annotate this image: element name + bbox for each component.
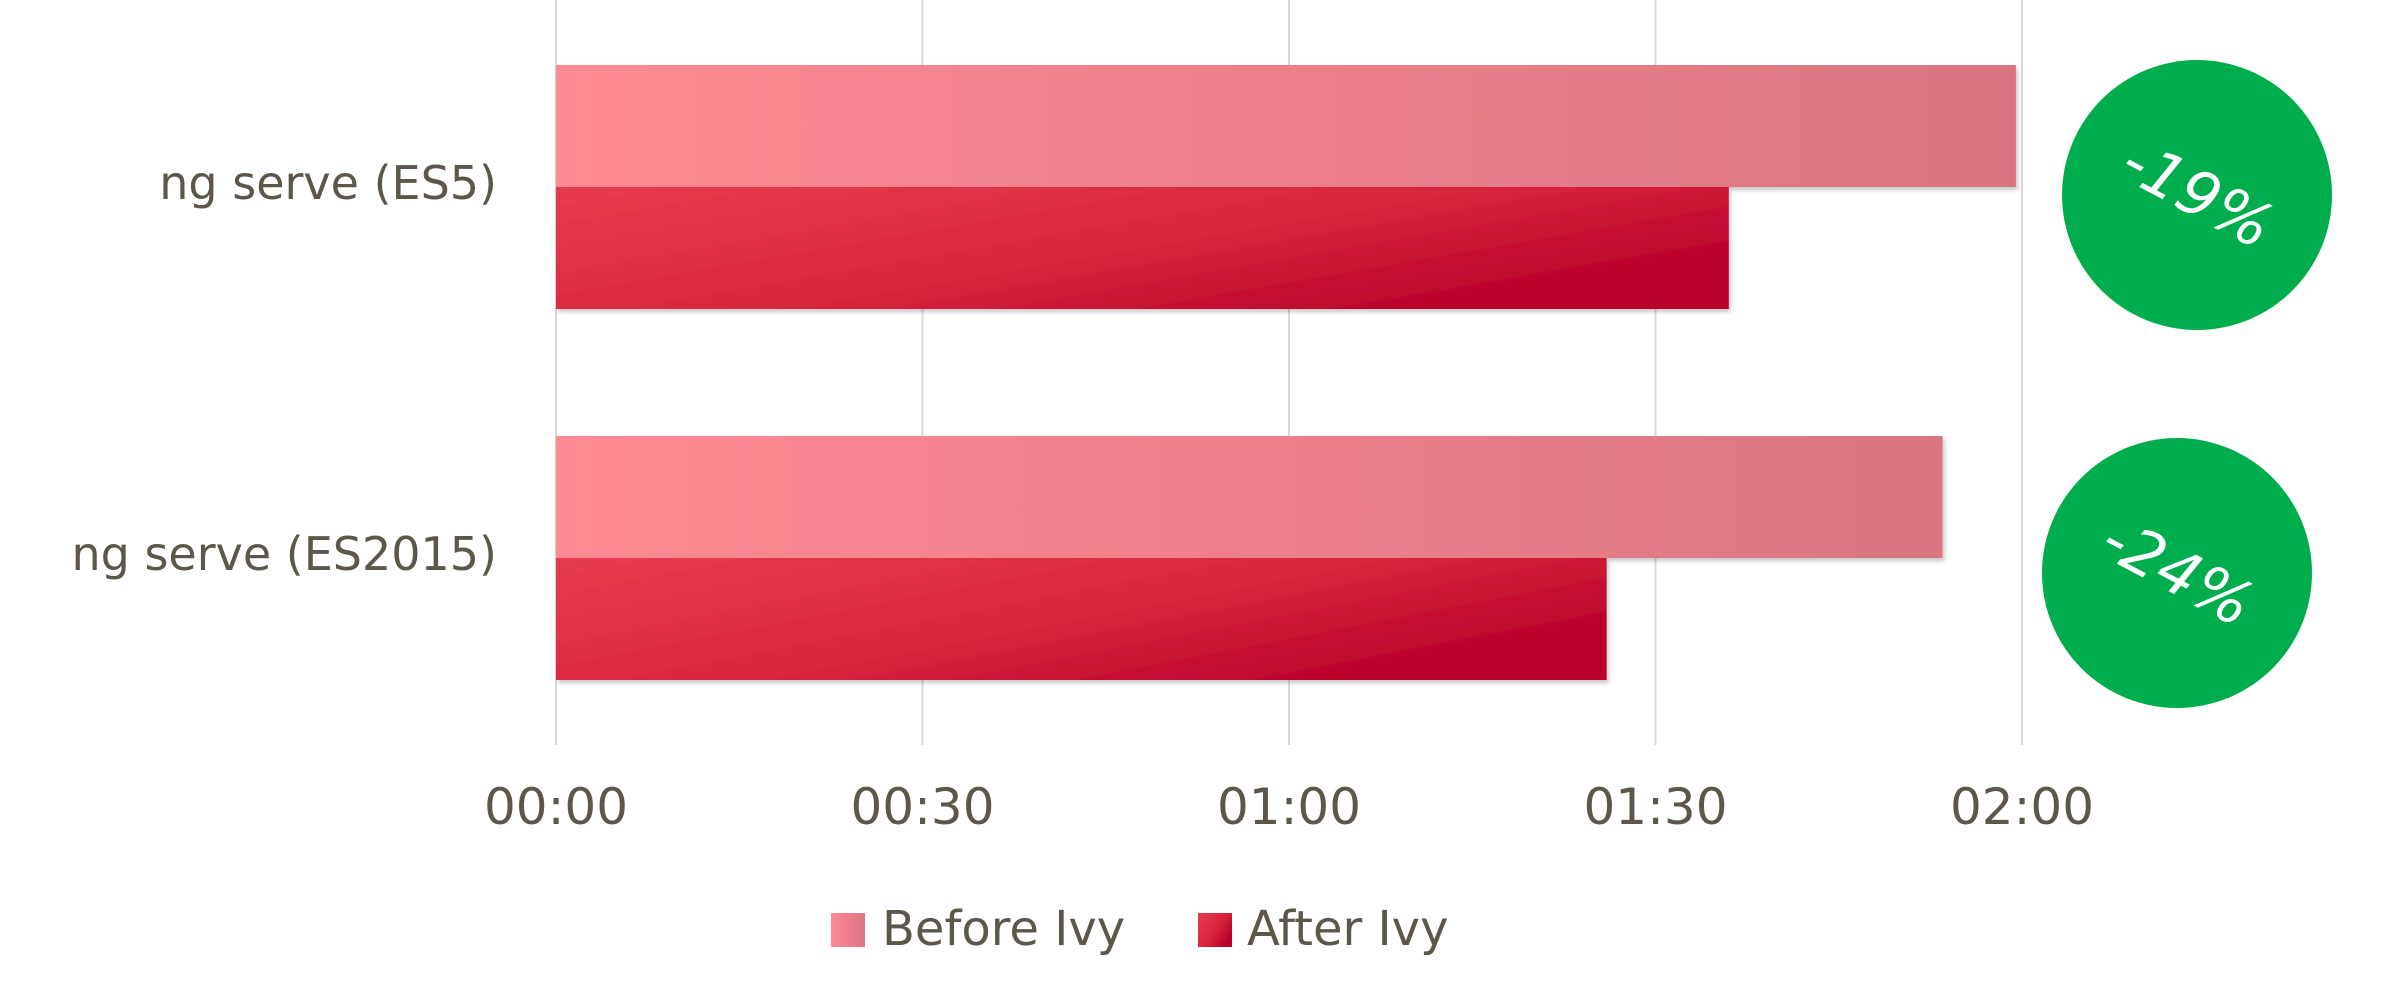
x-tick-label: 00:00 <box>484 778 628 836</box>
category-labels: ng serve (ES5) ng serve (ES2015) <box>71 156 497 581</box>
bar-before-ivy <box>556 65 2016 187</box>
legend-label: After Ivy <box>1247 901 1449 957</box>
legend-swatch <box>831 913 865 947</box>
category-label: ng serve (ES2015) <box>71 527 497 581</box>
badge-circle <box>2042 438 2312 708</box>
category-label: ng serve (ES5) <box>159 156 497 210</box>
x-tick-label: 01:00 <box>1217 778 1361 836</box>
badge-circle <box>2062 60 2332 330</box>
legend-item: Before Ivy <box>831 901 1125 957</box>
bar-after-ivy <box>556 558 1607 680</box>
bar-after-ivy <box>556 187 1729 309</box>
legend-label: Before Ivy <box>882 901 1125 957</box>
x-axis-tick-labels: 00:00 00:30 01:00 01:30 02:00 <box>484 778 2094 836</box>
legend-swatch <box>1198 913 1232 947</box>
percent-badges: -19% -24% <box>2042 60 2332 708</box>
x-tick-label: 01:30 <box>1583 778 1727 836</box>
percent-change-badge: -19% <box>2062 60 2332 330</box>
legend-item: After Ivy <box>1198 901 1449 957</box>
bar-before-ivy <box>556 436 1943 558</box>
x-tick-label: 00:30 <box>850 778 994 836</box>
x-tick-label: 02:00 <box>1950 778 2094 836</box>
bars <box>556 65 2016 680</box>
percent-change-badge: -24% <box>2042 438 2312 708</box>
legend: Before Ivy After Ivy <box>831 901 1449 957</box>
